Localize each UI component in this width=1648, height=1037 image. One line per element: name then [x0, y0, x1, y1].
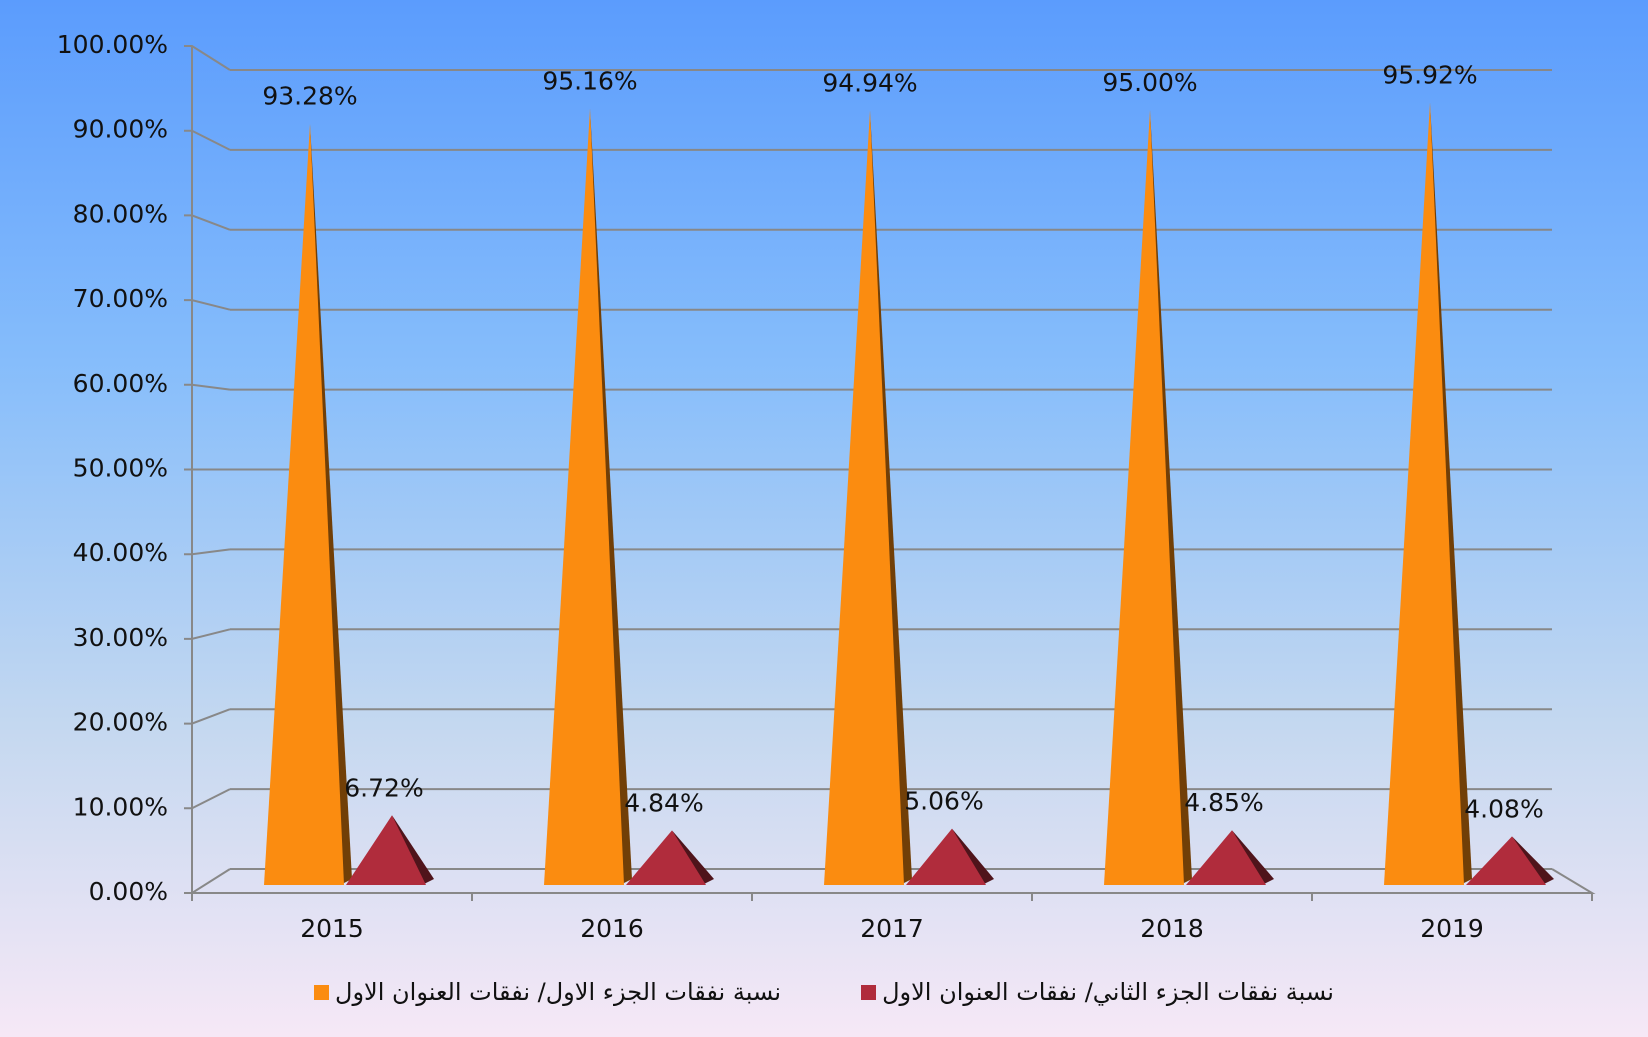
- value-label: 95.00%: [1102, 68, 1197, 97]
- y-tick: [184, 299, 231, 311]
- y-tick-label: 0.00%: [89, 877, 168, 906]
- pyramid: [626, 830, 706, 885]
- x-tick-label: 2018: [1140, 914, 1204, 943]
- legend: نسبة نفقات الجزء الاول/ نفقات العنوان ال…: [0, 978, 1648, 1006]
- y-tick: [184, 45, 231, 71]
- pyramid-side: [590, 108, 632, 885]
- value-label: 4.85%: [1184, 788, 1263, 817]
- y-tick: [184, 214, 231, 231]
- pyramid: [1466, 836, 1546, 885]
- y-tick: [184, 788, 231, 810]
- y-tick-label: 30.00%: [73, 623, 168, 652]
- legend-label: نسبة نفقات الجزء الثاني/ نفقات العنوان ا…: [882, 978, 1334, 1006]
- value-label: 6.72%: [344, 773, 423, 802]
- y-tick-label: 50.00%: [73, 454, 168, 483]
- value-label: 95.16%: [542, 67, 637, 96]
- pyramid: [1384, 102, 1464, 886]
- pyramid: [906, 828, 986, 885]
- y-tick: [184, 868, 231, 894]
- pyramid: [824, 110, 904, 886]
- legend-label: نسبة نفقات الجزء الاول/ نفقات العنوان ال…: [335, 978, 782, 1006]
- y-tick-label: 10.00%: [73, 792, 168, 821]
- y-tick-label: 90.00%: [73, 115, 168, 144]
- value-label: 93.28%: [262, 82, 357, 111]
- pyramid-side: [870, 110, 912, 886]
- pyramid-side: [1430, 102, 1472, 886]
- x-tick-label: 2016: [580, 914, 644, 943]
- pyramid: [1104, 109, 1184, 885]
- legend-item: نسبة نفقات الجزء الاول/ نفقات العنوان ال…: [314, 978, 781, 1006]
- value-label: 4.08%: [1464, 794, 1543, 823]
- y-tick-label: 60.00%: [73, 369, 168, 398]
- y-tick: [184, 628, 231, 640]
- legend-swatch: [861, 984, 877, 1000]
- y-tick-label: 80.00%: [73, 199, 168, 228]
- y-tick: [184, 708, 231, 725]
- x-tick-label: 2015: [300, 914, 364, 943]
- legend-swatch: [314, 984, 330, 1000]
- pyramid: [1186, 830, 1266, 885]
- pyramid-side: [310, 123, 352, 885]
- y-tick: [184, 383, 231, 391]
- y-tick-label: 40.00%: [73, 538, 168, 567]
- x-tick-label: 2017: [860, 914, 924, 943]
- pyramid: [346, 815, 426, 885]
- pyramid-side: [1512, 836, 1554, 885]
- pyramid-side: [952, 828, 994, 885]
- y-tick: [184, 129, 231, 151]
- pyramid-side: [392, 815, 434, 885]
- legend-item: نسبة نفقات الجزء الثاني/ نفقات العنوان ا…: [861, 978, 1334, 1006]
- value-label: 95.92%: [1382, 61, 1477, 90]
- pyramid-side: [1232, 830, 1274, 885]
- pyramid: [544, 108, 624, 885]
- pyramid-side: [1150, 109, 1192, 885]
- y-tick-label: 70.00%: [73, 284, 168, 313]
- y-tick-label: 100.00%: [57, 30, 168, 59]
- y-tick-label: 20.00%: [73, 708, 168, 737]
- x-tick-label: 2019: [1420, 914, 1484, 943]
- value-label: 94.94%: [822, 68, 917, 97]
- value-label: 4.84%: [624, 788, 703, 817]
- value-label: 5.06%: [904, 787, 983, 816]
- pyramid-side: [672, 830, 714, 885]
- y-tick: [184, 548, 231, 556]
- pyramid: [264, 123, 344, 885]
